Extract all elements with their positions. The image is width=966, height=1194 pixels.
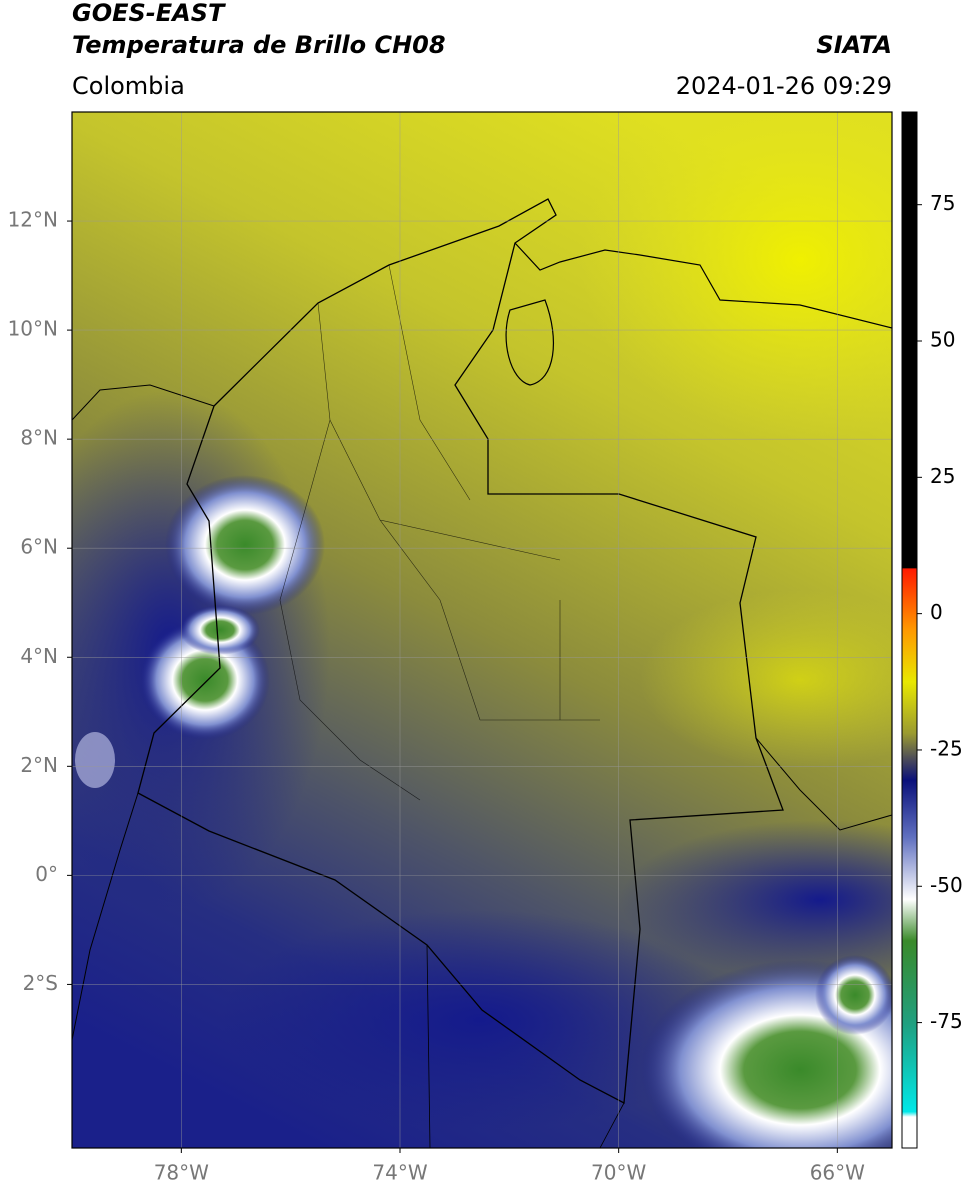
- colorbar-tick-label: -75: [930, 1009, 963, 1033]
- lat-tick-label: 4°N: [20, 644, 58, 668]
- lat-tick-label: 0°: [35, 862, 58, 886]
- lon-tick-label: 70°W: [591, 1161, 646, 1185]
- map-frame: [71, 111, 893, 1149]
- source: SIATA: [816, 31, 892, 59]
- satellite-image: [72, 112, 892, 1148]
- colorbar-tick-label: -25: [930, 736, 963, 760]
- title: GOES-EAST: [72, 0, 226, 27]
- colorbar: [901, 111, 918, 1149]
- region: Colombia: [72, 72, 185, 100]
- lat-tick-label: 8°N: [20, 426, 58, 450]
- colorbar-tick-label: 75: [930, 191, 955, 215]
- subtitle: Temperatura de Brillo CH08: [72, 31, 446, 59]
- lat-tick-label: 10°N: [8, 317, 58, 341]
- graticule: [72, 112, 892, 1148]
- colorbar-tick-label: -50: [930, 873, 963, 897]
- colorbar-tick-label: 0: [930, 600, 943, 624]
- lon-tick-label: 78°W: [154, 1161, 209, 1185]
- lat-tick-label: 2°S: [23, 971, 58, 995]
- lat-tick-label: 12°N: [8, 208, 58, 232]
- lat-tick-label: 2°N: [20, 753, 58, 777]
- lat-tick-label: 6°N: [20, 535, 58, 559]
- lon-tick-label: 74°W: [372, 1161, 427, 1185]
- datetime: 2024-01-26 09:29: [676, 72, 892, 100]
- lon-tick-label: 66°W: [810, 1161, 865, 1185]
- colorbar-tick-label: 50: [930, 328, 955, 352]
- colorbar-tick-label: 25: [930, 464, 955, 488]
